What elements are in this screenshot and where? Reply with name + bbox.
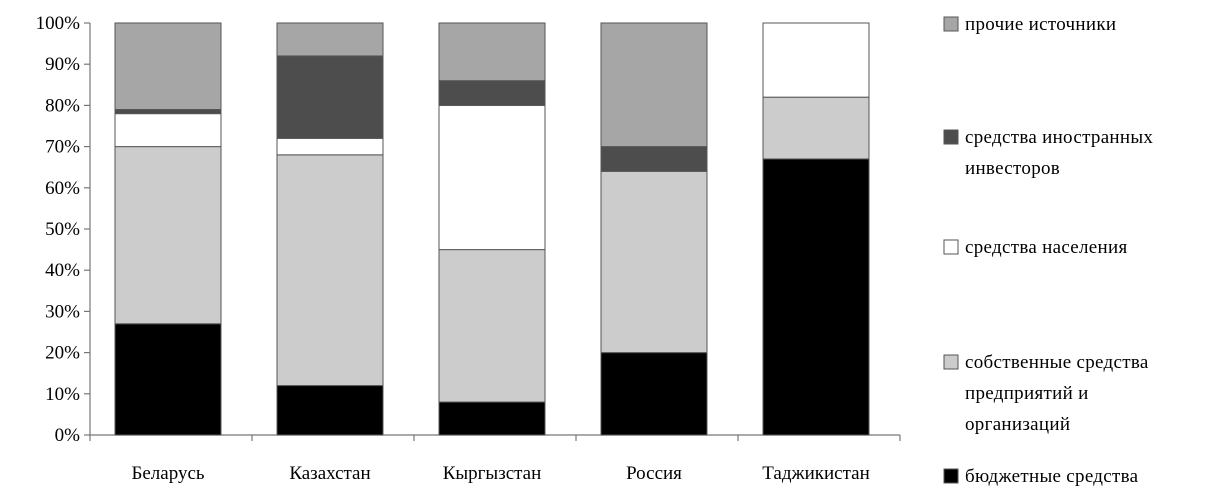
bar-segment <box>114 22 222 111</box>
legend-label: средства иностранных <box>965 127 1153 148</box>
bar-segment <box>762 22 870 98</box>
y-tick-label: 10% <box>45 384 80 405</box>
bar-segment <box>114 146 222 325</box>
y-tick-label: 50% <box>45 219 80 240</box>
bar-segment <box>114 323 222 436</box>
y-tick-label: 100% <box>36 13 81 34</box>
bar-segment <box>600 352 708 436</box>
legend-label: средства населения <box>965 237 1128 258</box>
bar-segment <box>438 80 546 106</box>
y-tick-label: 30% <box>45 301 80 322</box>
legend-label: прочие источники <box>965 14 1116 35</box>
y-tick-label: 70% <box>45 137 80 158</box>
bar-segment <box>438 22 546 82</box>
bar-segment <box>276 154 384 387</box>
category-label: Россия <box>626 463 682 484</box>
category-label: Беларусь <box>131 463 204 484</box>
bar-segment <box>600 22 708 148</box>
bar-segment <box>762 96 870 160</box>
y-tick-label: 40% <box>45 260 80 281</box>
legend-swatch <box>943 239 959 255</box>
bar-segment <box>114 109 222 115</box>
plot-area: 0% 10% 20% 30% 40% 50% 60% 70% 80% 90% 100% Беларус… <box>36 13 901 484</box>
legend-label: бюджетные средства <box>965 466 1139 487</box>
legend-label: собственные средства <box>965 352 1149 373</box>
bar-segment <box>276 55 384 139</box>
bar-segment <box>276 137 384 156</box>
y-tick-label: 60% <box>45 178 80 199</box>
bar-segment <box>276 22 384 57</box>
category-label: Кыргызстан <box>443 463 542 484</box>
legend-label: инвесторов <box>965 158 1060 179</box>
legend-label: организаций <box>965 414 1070 435</box>
bar-segment <box>762 158 870 436</box>
y-tick-label: 0% <box>55 425 81 446</box>
bar-segment <box>438 104 546 251</box>
bar-segment <box>114 113 222 148</box>
y-tick-label: 80% <box>45 95 80 116</box>
bar-segment <box>276 385 384 436</box>
legend-swatch <box>943 468 959 484</box>
legend-swatch <box>943 354 959 370</box>
y-tick-label: 20% <box>45 343 80 364</box>
category-label: Таджикистан <box>762 463 870 484</box>
category-label: Казахстан <box>289 463 370 484</box>
bar-segment <box>438 401 546 436</box>
bar-segment <box>600 146 708 172</box>
legend: прочие источники средства иностранных инве… <box>943 14 1153 487</box>
y-tick-label: 90% <box>45 54 80 75</box>
legend-swatch <box>943 129 959 145</box>
legend-swatch <box>943 16 959 32</box>
bar-segment <box>600 170 708 354</box>
bar-segment <box>438 249 546 403</box>
legend-label: предприятий и <box>965 383 1089 404</box>
